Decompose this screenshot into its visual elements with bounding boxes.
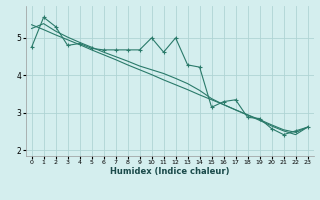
X-axis label: Humidex (Indice chaleur): Humidex (Indice chaleur) <box>110 167 229 176</box>
